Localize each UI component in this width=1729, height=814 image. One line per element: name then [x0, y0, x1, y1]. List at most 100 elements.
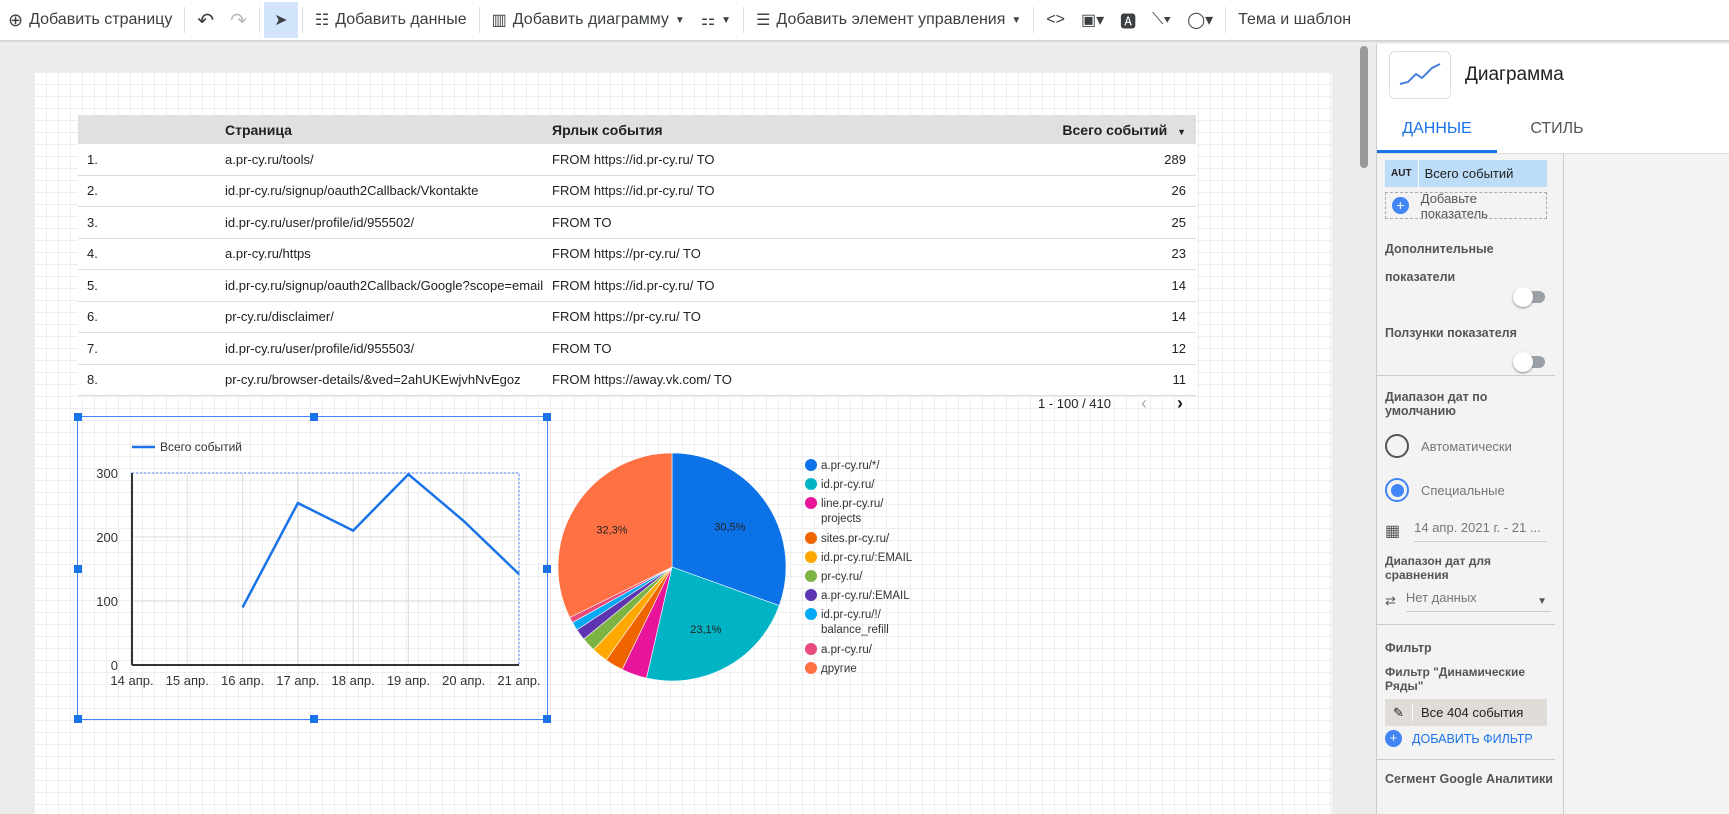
text-button[interactable]: 🅰	[1112, 2, 1144, 38]
legend-label: a.pr-cy.ru/*/	[821, 460, 880, 472]
add-chart-button[interactable]: ▥ Добавить диаграмму ▼	[491, 11, 685, 29]
image-button[interactable]: ▣▾	[1073, 2, 1112, 38]
metric-sliders-toggle[interactable]	[1513, 352, 1545, 372]
table-cell: a.pr-cy.ru/tools/	[225, 151, 314, 167]
radio-custom[interactable]: Специальные	[1385, 478, 1547, 502]
edit-pencil-icon: ✎	[1385, 704, 1413, 721]
table-row[interactable]: 6. pr-cy.ru/disclaimer/FROM https://pr-cy…	[78, 301, 1196, 333]
table-cell: 5.	[87, 277, 98, 293]
column-total-events[interactable]: Всего событий ▼	[1062, 121, 1186, 138]
legend-label: Всего событий	[160, 440, 242, 454]
table-row[interactable]: 3. id.pr-cy.ru/user/profile/id/955502/FRO…	[78, 207, 1196, 239]
line-chart-type-icon[interactable]	[1389, 51, 1451, 99]
table-cell: 26	[1171, 183, 1186, 199]
table-cell: FROM https://away.vk.com/ TO	[552, 372, 732, 388]
x-tick-label: 16 апр.	[221, 673, 264, 688]
column-event-label[interactable]: Ярлык события	[552, 121, 663, 138]
table-row[interactable]: 2. id.pr-cy.ru/signup/oauth2Callback/Vkon…	[78, 175, 1196, 207]
legend-label: balance_refill	[821, 624, 889, 636]
table-row[interactable]: 7. id.pr-cy.ru/user/profile/id/955503/FRO…	[78, 333, 1196, 365]
table-cell: 2.	[87, 183, 98, 199]
plot-area	[131, 472, 520, 666]
line-icon: ⟍▾	[1152, 11, 1172, 28]
table-cell: id.pr-cy.ru/user/profile/id/955502/	[225, 214, 415, 230]
table-cell: id.pr-cy.ru/signup/oauth2Callback/Google…	[225, 277, 544, 293]
legend-label: a.pr-cy.ru/	[821, 644, 873, 656]
x-tick-label: 18 апр.	[332, 673, 375, 688]
canvas-scrollbar[interactable]	[1360, 46, 1368, 168]
code-icon: <>	[1046, 11, 1065, 28]
y-tick-label: 200	[96, 530, 118, 545]
line-chart-selected[interactable]	[74, 413, 551, 723]
plus-icon: +	[1392, 197, 1409, 214]
extra-metrics-toggle[interactable]	[1513, 287, 1545, 307]
table-header: Страница Ярлык события Всего событий ▼	[78, 115, 1196, 144]
table-cell: 23	[1171, 246, 1186, 262]
tab-data[interactable]: ДАННЫЕ	[1377, 106, 1497, 153]
filter-chip[interactable]: ✎ Все 404 события	[1385, 699, 1547, 726]
table-cell: 1.	[87, 151, 98, 167]
line-button[interactable]: ⟍▾	[1144, 2, 1179, 38]
add-metric-button[interactable]: + Добавьте показатель	[1385, 191, 1547, 221]
table-cell: FROM https://id.pr-cy.ru/ TO	[552, 277, 715, 293]
compare-arrows-icon: ⇄	[1385, 593, 1396, 608]
pie-data-label: 30,5%	[714, 521, 745, 533]
data-table: Страница Ярлык события Всего событий ▼ 1…	[78, 115, 1196, 396]
plus-icon: +	[1385, 730, 1402, 747]
redo-button[interactable]: ↷	[222, 2, 255, 38]
undo-button[interactable]: ↶	[189, 2, 222, 38]
select-tool-button[interactable]: ➤	[263, 2, 298, 38]
add-filter-button[interactable]: + ДОБАВИТЬ ФИЛЬТР	[1385, 730, 1547, 747]
dropdown-icon: ▼	[721, 14, 732, 26]
line-chart: 0 100 200 300 14 апр. 15 апр. 16 апр. 17 апр. 18…	[96, 440, 540, 688]
toolbar: ⊕ Добавить страницу ↶ ↷ ➤ ☷ Добавить данны…	[0, 0, 1729, 42]
legend-label: a.pr-cy.ru/:EMAIL	[821, 590, 910, 602]
redo-icon: ↷	[230, 9, 247, 32]
image-icon: ▣▾	[1081, 12, 1105, 29]
legend-label: sites.pr-cy.ru/	[821, 533, 890, 545]
legend-label: id.pr-cy.ru/	[821, 479, 875, 491]
legend-swatch	[805, 643, 817, 655]
compare-range-select[interactable]: ⇄ Нет данных ▼	[1385, 590, 1552, 612]
calendar-icon: ▦	[1385, 523, 1401, 540]
date-range-picker[interactable]: ▦ 14 апр. 2021 г. - 21 ...	[1385, 520, 1547, 542]
tab-style[interactable]: СТИЛЬ	[1530, 120, 1584, 137]
add-page-button[interactable]: ⊕ Добавить страницу	[8, 9, 173, 30]
table-cell: FROM https://id.pr-cy.ru/ TO	[552, 151, 715, 167]
table-row[interactable]: 4. a.pr-cy.ru/https FROM https://pr-cy.ru/…	[78, 238, 1196, 270]
components-button[interactable]: ⚏ ▼	[693, 2, 739, 38]
series-line	[241, 472, 520, 608]
radio-unchecked-icon	[1385, 434, 1409, 458]
add-data-button[interactable]: ☷ Добавить данные	[314, 11, 467, 29]
table-cell: 3.	[87, 214, 98, 230]
shape-button[interactable]: ◯▾	[1179, 2, 1221, 38]
column-page[interactable]: Страница	[225, 121, 292, 138]
table-cell: a.pr-cy.ru/https	[225, 246, 311, 262]
x-tick-label: 15 апр.	[166, 673, 209, 688]
table-row[interactable]: 1. a.pr-cy.ru/tools/FROM https://id.pr-cy…	[78, 144, 1196, 176]
filter-icon: ☰	[756, 12, 771, 29]
radio-auto[interactable]: Автоматически	[1385, 434, 1547, 458]
table-cell: 289	[1164, 151, 1186, 167]
cursor-icon: ➤	[274, 12, 288, 29]
add-data-icon: ☷	[314, 12, 330, 29]
embed-button[interactable]: <>	[1038, 2, 1073, 38]
table-cell: FROM TO	[552, 214, 612, 230]
shapes-icon: ⚏	[700, 12, 716, 29]
legend-label: pr-cy.ru/	[821, 571, 863, 583]
legend-label: id.pr-cy.ru/!/	[821, 609, 882, 621]
chart-icon: ▥	[491, 12, 507, 29]
metric-chip[interactable]: AUT Всего событий	[1385, 160, 1547, 187]
y-tick-label: 0	[111, 658, 118, 673]
y-tick-label: 100	[96, 594, 118, 609]
add-control-button[interactable]: ☰ Добавить элемент управления ▼	[756, 11, 1022, 29]
table-row[interactable]: 8. pr-cy.ru/browser-details/&ved=2ahUKEwj…	[78, 364, 1196, 396]
prev-page-icon[interactable]: ‹	[1141, 393, 1147, 413]
legend-swatch	[805, 662, 817, 674]
legend-label: id.pr-cy.ru/:EMAIL	[821, 552, 913, 564]
table-row[interactable]: 5. id.pr-cy.ru/signup/oauth2Callback/Goog…	[78, 270, 1196, 302]
plus-circle-icon: ⊕	[8, 9, 24, 30]
theme-button[interactable]: Тема и шаблон	[1238, 11, 1352, 28]
pie-slice	[671, 452, 787, 606]
next-page-icon[interactable]: ›	[1177, 393, 1183, 413]
